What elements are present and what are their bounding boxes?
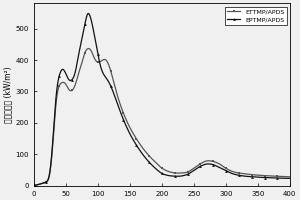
EPTMP/APDS xyxy=(87,12,90,15)
ETTMP/APDS xyxy=(203,160,207,163)
EPTMP/APDS xyxy=(98,63,102,65)
EPTMP/APDS xyxy=(288,177,292,180)
ETTMP/APDS xyxy=(148,156,152,158)
ETTMP/APDS xyxy=(225,168,229,170)
Y-axis label: 熱释放速率 (kW/m²): 熱释放速率 (kW/m²) xyxy=(4,66,13,123)
EPTMP/APDS xyxy=(183,174,187,176)
EPTMP/APDS xyxy=(203,163,207,166)
ETTMP/APDS xyxy=(87,47,90,50)
EPTMP/APDS xyxy=(148,162,152,164)
Line: EPTMP/APDS: EPTMP/APDS xyxy=(32,12,291,187)
Line: ETTMP/APDS: ETTMP/APDS xyxy=(32,47,291,187)
ETTMP/APDS xyxy=(98,61,102,63)
Legend: ETTMP/APDS, EPTMP/APDS: ETTMP/APDS, EPTMP/APDS xyxy=(225,7,287,25)
ETTMP/APDS xyxy=(77,71,81,73)
ETTMP/APDS xyxy=(288,176,292,178)
ETTMP/APDS xyxy=(183,171,187,174)
ETTMP/APDS xyxy=(32,184,35,187)
EPTMP/APDS xyxy=(225,170,229,172)
EPTMP/APDS xyxy=(77,52,81,54)
EPTMP/APDS xyxy=(32,184,35,187)
